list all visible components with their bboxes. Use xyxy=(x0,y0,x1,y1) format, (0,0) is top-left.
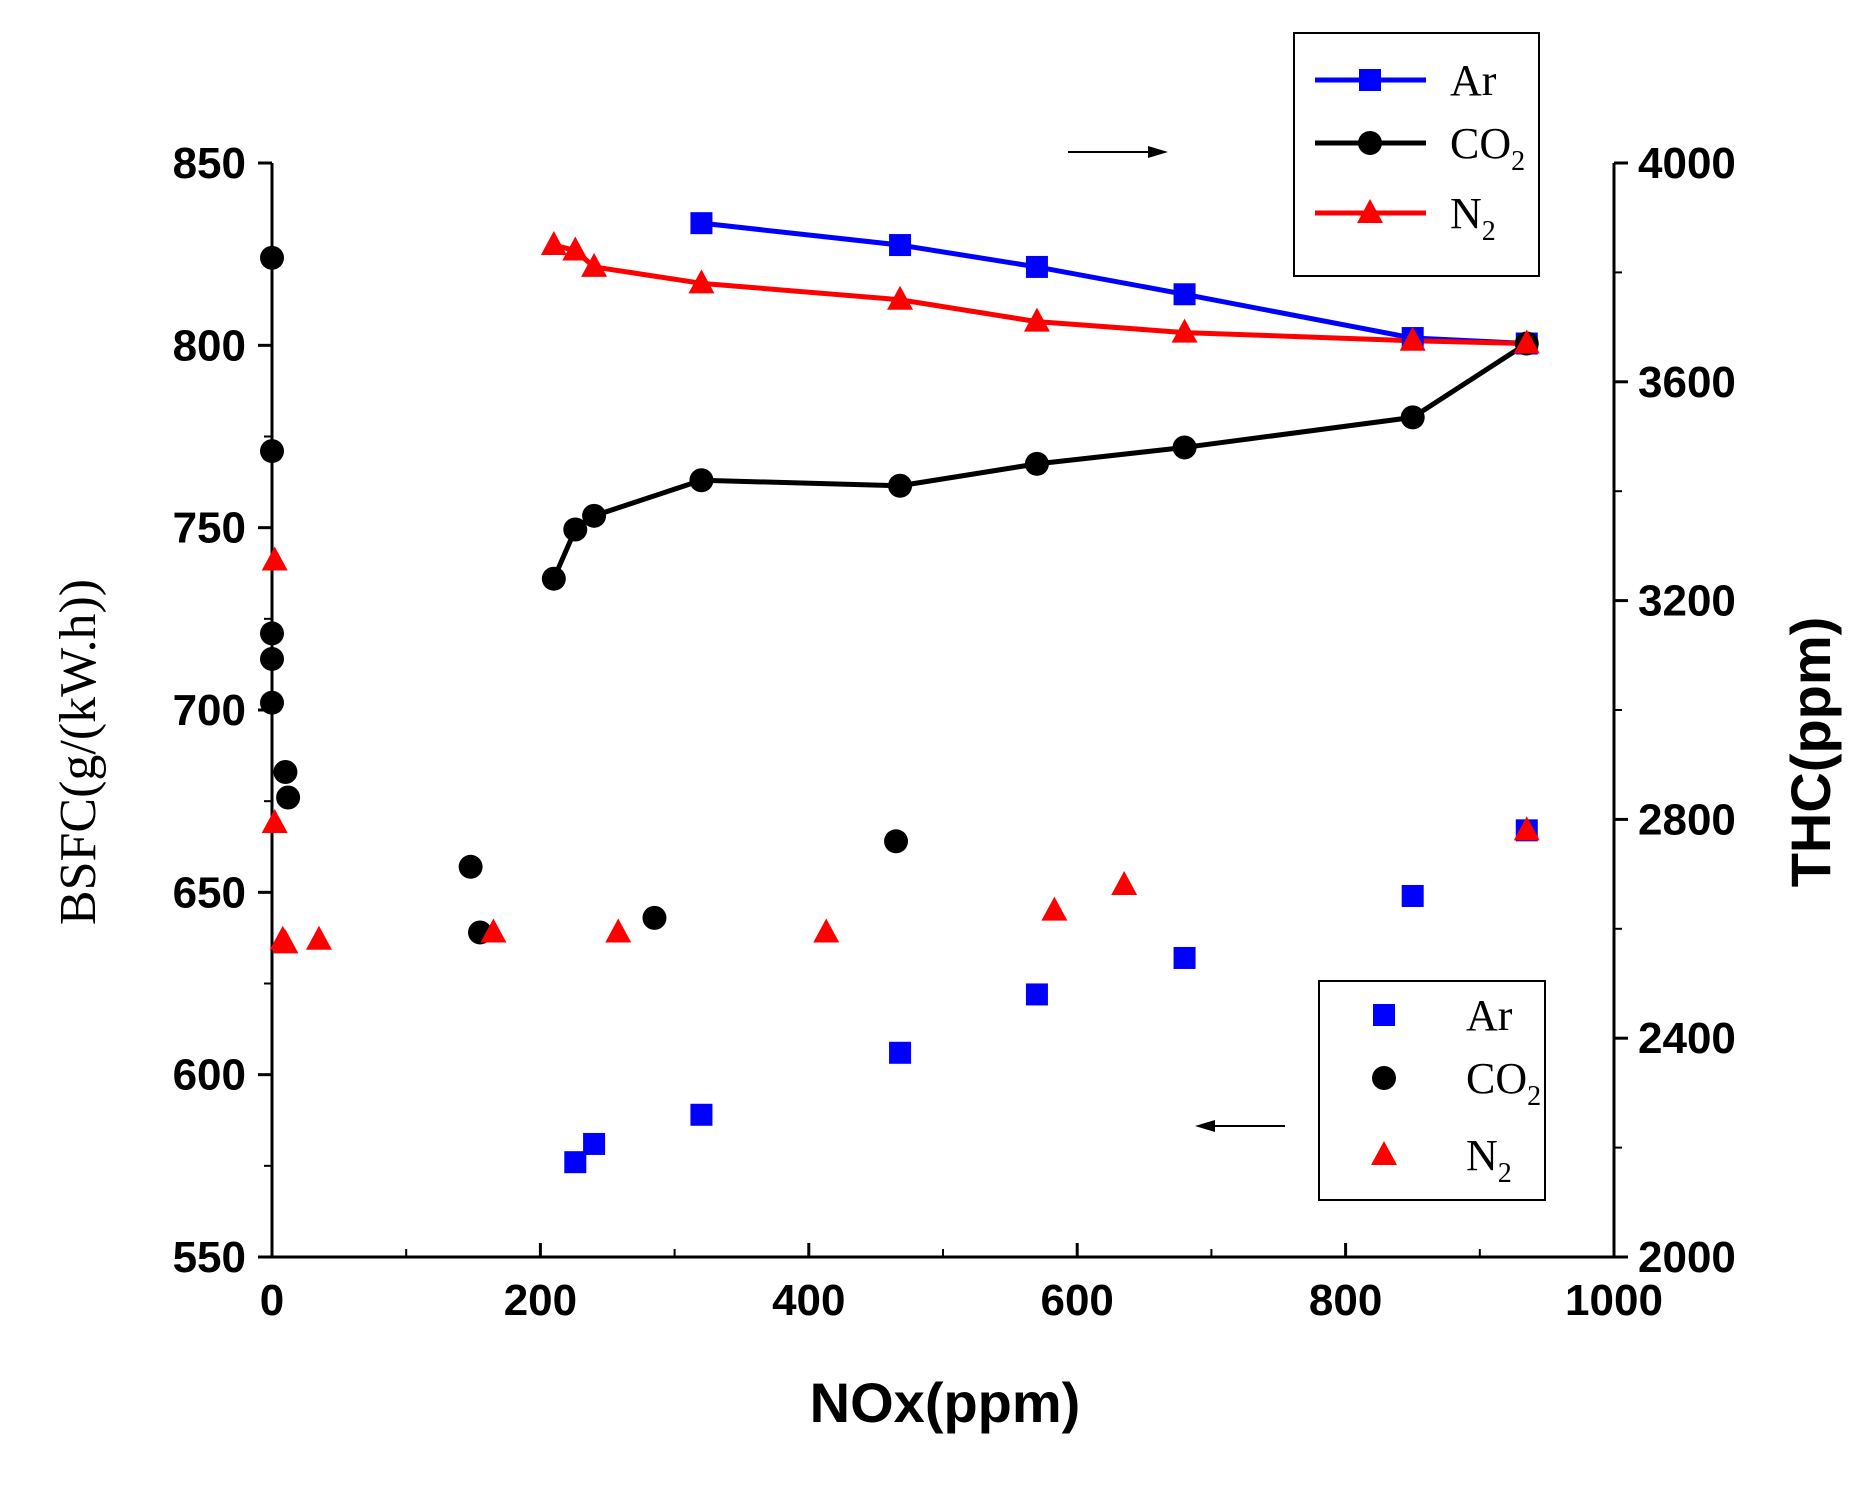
thc-point-n2 xyxy=(688,269,715,294)
bsfc-point-ar xyxy=(1401,884,1424,907)
arrow-right-annotation xyxy=(1068,146,1168,158)
y-left-tick-label: 800 xyxy=(173,321,246,370)
arrow-left-annotation xyxy=(1195,1120,1285,1132)
y-right-tick-label: 2000 xyxy=(1638,1233,1736,1282)
x-axis-ticks: 0 200 400 600 800 1000 xyxy=(260,1243,1663,1325)
bsfc-point-n2 xyxy=(1111,871,1138,896)
thc-point-n2 xyxy=(540,231,567,256)
legend-bottom-label-co2: CO2 xyxy=(1466,1054,1541,1112)
bsfc-point-n2 xyxy=(261,546,288,571)
thc-point-n2 xyxy=(1023,307,1050,332)
y-right-tick-label: 3600 xyxy=(1638,358,1736,407)
arrow-right-head xyxy=(1148,146,1168,158)
bsfc-point-ar xyxy=(690,1103,713,1126)
y-left-tick-label: 650 xyxy=(173,868,246,917)
y-left-tick-label: 750 xyxy=(173,504,246,553)
bsfc-point-co2 xyxy=(260,245,284,270)
bsfc-point-co2 xyxy=(884,829,909,854)
bsfc-point-n2 xyxy=(1041,896,1068,921)
y-right-axis-title: THC(ppm) xyxy=(1779,617,1842,888)
y-left-tick-label: 850 xyxy=(173,139,246,188)
y-right-tick-label: 2400 xyxy=(1638,1014,1736,1063)
bsfc-point-n2 xyxy=(1513,816,1540,841)
legend-bottom: Ar CO2 N2 xyxy=(1318,980,1546,1201)
bsfc-point-ar xyxy=(1025,983,1048,1006)
bsfc-point-co2 xyxy=(276,785,301,810)
thc-point-co2 xyxy=(1024,451,1049,476)
y-left-tick-label: 600 xyxy=(173,1051,246,1100)
x-axis-title: NOx(ppm) xyxy=(810,1371,1081,1434)
y-right-tick-label: 3200 xyxy=(1638,577,1736,626)
thc-point-ar xyxy=(1025,255,1048,278)
bsfc-point-n2 xyxy=(605,918,632,943)
thc-point-co2 xyxy=(1172,435,1197,460)
y-right-tick-label: 4000 xyxy=(1638,139,1736,188)
y-left-tick-label: 550 xyxy=(173,1233,246,1282)
legend-top-label-co2: CO2 xyxy=(1450,119,1525,177)
legend-bottom-box xyxy=(1318,980,1546,1201)
thc-point-ar xyxy=(1173,283,1196,306)
bsfc-point-ar xyxy=(583,1132,606,1155)
bsfc-point-co2 xyxy=(260,621,284,646)
legend-top-label-n2: N2 xyxy=(1450,189,1496,247)
bsfc-point-n2 xyxy=(813,918,840,943)
bsfc-point-co2 xyxy=(260,439,284,464)
legend-bottom-label-n2: N2 xyxy=(1466,1131,1512,1189)
legend-top-marker-n2 xyxy=(1357,199,1383,223)
thc-point-ar xyxy=(889,234,912,257)
thc-point-n2 xyxy=(562,236,589,261)
thc-point-co2 xyxy=(689,468,714,493)
y-right-tick-label: 2800 xyxy=(1638,795,1736,844)
bsfc-point-ar xyxy=(1173,946,1196,969)
thc-point-n2 xyxy=(887,285,914,310)
bsfc-point-n2 xyxy=(305,925,332,950)
thc-point-co2 xyxy=(582,503,607,528)
thc-point-co2 xyxy=(1400,405,1425,430)
x-tick-label: 200 xyxy=(504,1276,577,1325)
bsfc-point-co2 xyxy=(458,854,483,879)
legend-bottom-label-ar: Ar xyxy=(1466,991,1513,1040)
legend-bottom-marker-ar xyxy=(1373,1004,1395,1026)
bsfc-series-markers xyxy=(260,245,1540,1174)
x-tick-label: 800 xyxy=(1309,1276,1382,1325)
x-tick-label: 600 xyxy=(1040,1276,1113,1325)
bsfc-point-ar xyxy=(564,1151,587,1174)
bsfc-point-co2 xyxy=(273,759,298,784)
bsfc-point-ar xyxy=(889,1041,912,1064)
thc-point-n2 xyxy=(581,252,608,277)
x-tick-label: 0 xyxy=(260,1276,284,1325)
bsfc-point-n2 xyxy=(480,918,507,943)
arrow-left-head xyxy=(1195,1120,1215,1132)
bsfc-point-n2 xyxy=(272,929,299,954)
legend-bottom-marker-co2 xyxy=(1372,1066,1396,1090)
legend-top: Ar CO2 N2 xyxy=(1293,32,1540,277)
thc-series-markers xyxy=(540,212,1540,591)
x-tick-label: 400 xyxy=(772,1276,845,1325)
legend-top-box xyxy=(1293,32,1540,277)
bsfc-point-co2 xyxy=(260,646,284,671)
thc-point-co2 xyxy=(563,517,588,542)
y-left-axis-title: BSFC(g/(kW.h)) xyxy=(50,579,107,925)
y-right-axis-ticks: 2000 2400 2800 3200 3600 4000 xyxy=(1614,139,1736,1282)
thc-point-ar xyxy=(690,212,713,235)
x-tick-label: 1000 xyxy=(1565,1276,1663,1325)
bsfc-point-co2 xyxy=(642,905,667,930)
thc-point-co2 xyxy=(541,566,566,591)
y-left-tick-label: 700 xyxy=(173,686,246,735)
legend-top-marker-ar xyxy=(1359,69,1381,91)
thc-point-n2 xyxy=(1513,329,1540,354)
y-left-axis-ticks: 550 600 650 700 750 800 850 xyxy=(173,139,272,1282)
legend-bottom-marker-n2 xyxy=(1371,1141,1397,1165)
legend-top-marker-co2 xyxy=(1358,131,1382,155)
thc-point-n2 xyxy=(1171,318,1198,343)
legend-top-label-ar: Ar xyxy=(1450,56,1497,105)
bsfc-point-co2 xyxy=(260,690,284,715)
thc-point-co2 xyxy=(888,473,913,498)
bsfc-point-n2 xyxy=(261,809,288,834)
thc-point-n2 xyxy=(1399,326,1426,351)
